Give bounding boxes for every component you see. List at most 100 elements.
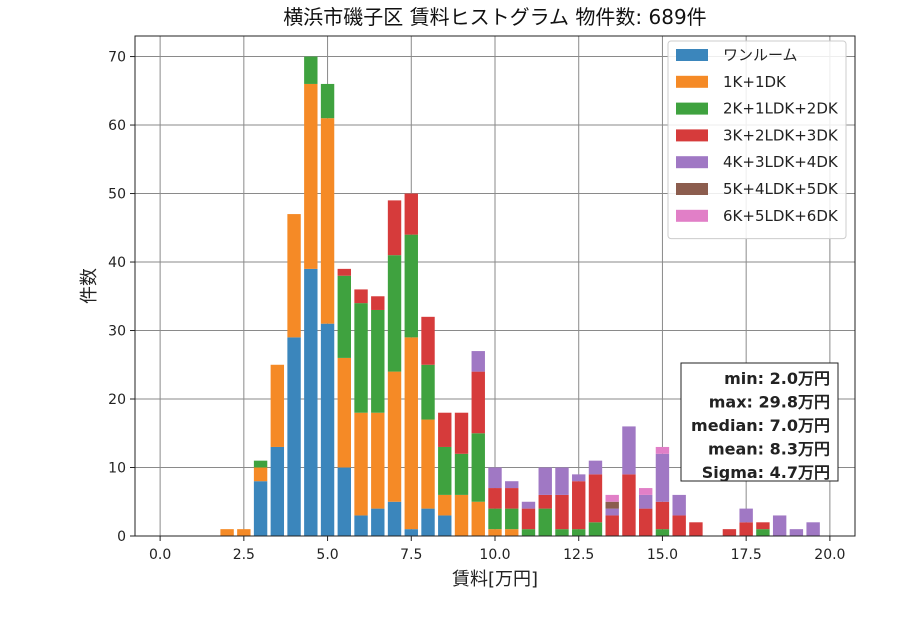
- bar-segment: [639, 488, 653, 495]
- bar-segment: [538, 494, 552, 509]
- bar-segment: [354, 289, 368, 304]
- bar-segment: [471, 371, 485, 434]
- bar-segment: [270, 446, 285, 536]
- bar-segment: [588, 460, 603, 475]
- x-tick-label: 15.0: [647, 547, 678, 563]
- bar-segment: [320, 83, 335, 119]
- bar-segment: [454, 494, 469, 536]
- x-tick-label: 17.5: [731, 547, 762, 563]
- bar-segment: [371, 296, 385, 310]
- y-tick-label: 50: [108, 187, 126, 203]
- bar-segment: [505, 529, 519, 536]
- bar-segment: [337, 275, 351, 358]
- y-tick-label: 20: [108, 392, 126, 408]
- bar-segment: [605, 494, 619, 502]
- bar-segment: [639, 508, 653, 536]
- bar-segment: [438, 446, 452, 495]
- stats-line: median: 7.0万円: [691, 416, 830, 435]
- bar-segment: [655, 446, 670, 454]
- bar-segment: [454, 453, 469, 495]
- plot-frame: [134, 35, 856, 537]
- bar-segment: [387, 371, 402, 502]
- bar-segment: [320, 118, 335, 324]
- bar-segment: [438, 412, 452, 447]
- bar-segment: [404, 337, 418, 530]
- bar-segment: [655, 453, 670, 502]
- bar-segment: [605, 508, 619, 516]
- bar-segment: [722, 529, 737, 536]
- bar-segment: [253, 460, 268, 468]
- bar-segment: [438, 494, 452, 516]
- legend: ワンルーム 1K+1DK 2K+1LDK+2DK 3K+2LDK+3DK 4K+3LDK…: [667, 40, 847, 240]
- x-tick-label: 5.0: [316, 547, 338, 563]
- bar-segment: [337, 467, 351, 536]
- legend-swatch: [676, 102, 708, 115]
- bar-segment: [605, 515, 619, 536]
- legend-label: 1K+1DK: [723, 73, 787, 91]
- bar-segment: [655, 529, 670, 536]
- bar-segment: [438, 515, 452, 536]
- stats-box: min: 2.0万円 max: 29.8万円 median: 7.0万円 mean: …: [680, 362, 839, 482]
- y-tick-label: 30: [108, 324, 126, 340]
- bar-segment: [387, 200, 402, 256]
- bar-segment: [253, 481, 268, 536]
- legend-swatch: [676, 75, 708, 88]
- legend-swatch: [676, 49, 708, 61]
- bar-segment: [304, 83, 318, 269]
- bar-segment: [387, 501, 402, 536]
- x-tick-label: 0.0: [149, 547, 171, 563]
- bar-segment: [572, 529, 586, 536]
- bar-segment: [772, 515, 787, 536]
- bar-segment: [471, 351, 485, 372]
- stats-line: min: 2.0万円: [724, 369, 830, 388]
- bar-segment: [488, 488, 502, 509]
- bar-segment: [304, 56, 318, 84]
- bars: [220, 56, 820, 536]
- bar-segment: [371, 412, 385, 509]
- bar-segment: [287, 337, 301, 536]
- bar-segment: [404, 529, 418, 536]
- x-tick-label: 10.0: [479, 547, 510, 563]
- chart-title: 横浜市磯子区 賃料ヒストグラム 物件数: 689件: [283, 5, 706, 29]
- y-tick-label: 40: [108, 255, 126, 271]
- axis-ticks: 0.0 2.5 5.0 7.5 10.0 12.5 15.0 17.5 20.0 0 10 20 30 4…: [108, 50, 845, 563]
- bar-segment: [555, 529, 569, 536]
- legend-label: ワンルーム: [723, 46, 798, 64]
- bar-segment: [488, 467, 502, 489]
- stats-line: max: 29.8万円: [709, 393, 830, 412]
- bar-segment: [806, 522, 820, 536]
- x-axis-label: 賃料[万円]: [452, 569, 538, 590]
- legend-swatch: [676, 209, 708, 222]
- bar-segment: [505, 488, 519, 509]
- bar-segment: [371, 508, 385, 536]
- legend-swatch: [676, 129, 708, 142]
- bar-segment: [588, 474, 603, 523]
- bar-segment: [555, 467, 569, 495]
- bar-segment: [387, 255, 402, 372]
- stats-line: mean: 8.3万円: [708, 440, 830, 459]
- bar-segment: [471, 433, 485, 502]
- bar-segment: [454, 412, 469, 454]
- bar-segment: [354, 412, 368, 516]
- bar-segment: [287, 214, 301, 338]
- x-tick-label: 2.5: [233, 547, 255, 563]
- legend-label: 4K+3LDK+4DK: [723, 153, 839, 171]
- bar-segment: [521, 508, 536, 530]
- bar-segment: [572, 474, 586, 482]
- bar-segment: [337, 268, 351, 276]
- bar-segment: [639, 494, 653, 509]
- bar-segment: [555, 494, 569, 530]
- bar-segment: [354, 515, 368, 536]
- bar-segment: [471, 501, 485, 536]
- bar-segment: [622, 426, 636, 475]
- bar-segment: [521, 529, 536, 536]
- bar-segment: [404, 193, 418, 235]
- bar-segment: [337, 357, 351, 468]
- legend-label: 2K+1LDK+2DK: [723, 100, 839, 118]
- x-tick-label: 12.5: [563, 547, 594, 563]
- bar-segment: [605, 501, 619, 509]
- bar-segment: [538, 467, 552, 495]
- x-tick-label: 20.0: [814, 547, 845, 563]
- legend-label: 3K+2LDK+3DK: [723, 126, 839, 144]
